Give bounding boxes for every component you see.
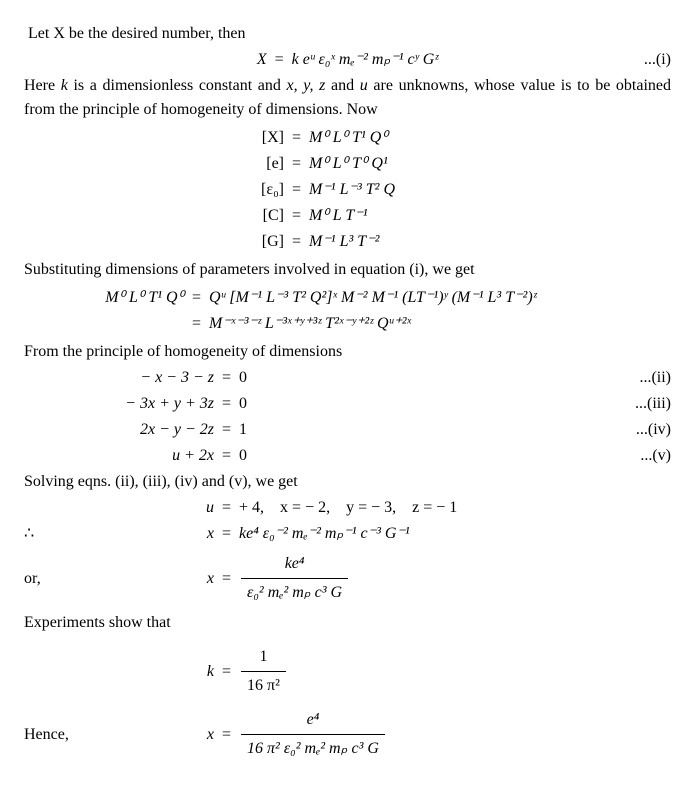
- dim-e-l: [e]: [84, 152, 292, 176]
- therefore-icon: ∴: [24, 522, 34, 546]
- t: is a dimensionless constant and: [68, 77, 287, 94]
- dim-X-l: [X]: [84, 126, 292, 150]
- f2d: 16 π²: [241, 672, 286, 698]
- res-l: x: [24, 522, 222, 546]
- dim-X-r: M⁰ L⁰ T¹ Q⁰: [301, 126, 388, 150]
- dim-e-r: M⁰ L⁰ T⁰ Q¹: [301, 152, 388, 176]
- frac1: ke⁴ε₀² mₑ² mₚ c³ G: [231, 552, 671, 605]
- solution-block: u=+ 4, x = − 2, y = − 3, z = − 1 ∴ x=ke⁴…: [24, 496, 671, 605]
- t: k: [61, 77, 68, 94]
- dim-G-l: [G]: [84, 230, 292, 254]
- t: u: [360, 77, 368, 94]
- h4r: 0: [231, 444, 671, 468]
- h1t: ...(ii): [639, 366, 671, 390]
- h3r: 1: [231, 418, 671, 442]
- h4t: ...(v): [640, 444, 671, 468]
- h4l: u + 2x: [24, 444, 222, 468]
- h1r: 0: [231, 366, 671, 390]
- sub-r2: M⁻ˣ⁻³⁻ᶻ L⁻³ˣ⁺ʸ⁺³ᶻ T²ˣ⁻ʸ⁺²ᶻ Qᵘ⁺²ˣ: [201, 312, 411, 336]
- homogeneity-eqs: − x − 3 − z=0...(ii) − 3x + y + 3z=0...(…: [24, 366, 671, 468]
- h2t: ...(iii): [635, 392, 671, 416]
- sol-r: + 4, x = − 2, y = − 3, z = − 1: [231, 496, 671, 520]
- eq1-rhs: k eᵘ ε₀ˣ mₑ⁻² mₚ⁻¹ cʸ Gᶻ: [284, 48, 439, 72]
- equation-1: X = k eᵘ ε₀ˣ mₑ⁻² mₚ⁻¹ cʸ Gᶻ ...(i): [24, 48, 671, 72]
- t: x, y, z: [287, 77, 326, 94]
- hence-label: Hence,: [24, 723, 69, 747]
- f2n: 1: [241, 645, 286, 672]
- sub-lhs: M⁰ L⁰ T¹ Q⁰: [44, 286, 192, 310]
- dim-C-l: [C]: [84, 204, 292, 228]
- h2r: 0: [231, 392, 671, 416]
- substitution: M⁰ L⁰ T¹ Q⁰=Qᵘ [M⁻¹ L⁻³ T² Q²]ˣ M⁻² M⁻¹ …: [44, 286, 671, 336]
- intro-text: Let X be the desired number, then: [28, 22, 671, 46]
- para-6: Experiments show that: [24, 611, 671, 635]
- para-4: From the principle of homogeneity of dim…: [24, 340, 671, 364]
- f1d: ε₀² mₑ² mₚ c³ G: [241, 579, 348, 605]
- h1l: − x − 3 − z: [24, 366, 222, 390]
- t: and: [325, 77, 359, 94]
- dim-eps-l: [ε₀]: [84, 178, 292, 202]
- dim-G-r: M⁻¹ L³ T⁻²: [301, 230, 379, 254]
- f3d: 16 π² ε₀² mₑ² mₚ c³ G: [241, 735, 385, 761]
- para-5: Solving eqns. (ii), (iii), (iv) and (v),…: [24, 470, 671, 494]
- para-2: Here k is a dimensionless constant and x…: [24, 74, 671, 122]
- dim-eps-r: M⁻¹ L⁻³ T² Q: [301, 178, 395, 202]
- f3n: e⁴: [241, 708, 385, 735]
- or-label: or,: [24, 567, 41, 591]
- res-r: ke⁴ ε₀⁻² mₑ⁻² mₚ⁻¹ c⁻³ G⁻¹: [231, 522, 671, 546]
- frac3: e⁴16 π² ε₀² mₑ² mₚ c³ G: [231, 708, 671, 761]
- sol-u: u: [24, 496, 222, 520]
- eq1-eq: =: [275, 48, 284, 72]
- frac2: 116 π²: [231, 645, 671, 698]
- h2l: − 3x + y + 3z: [24, 392, 222, 416]
- para-3: Substituting dimensions of parameters in…: [24, 258, 671, 282]
- h3t: ...(iv): [636, 418, 671, 442]
- dim-C-r: M⁰ L T⁻¹: [301, 204, 368, 228]
- dimension-list: [X]=M⁰ L⁰ T¹ Q⁰ [e]=M⁰ L⁰ T⁰ Q¹ [ε₀]=M⁻¹…: [84, 126, 671, 254]
- res-l2: x: [24, 567, 222, 591]
- k-eq: k= 116 π²: [24, 645, 671, 698]
- k-l: k: [24, 660, 222, 684]
- h3l: 2x − y − 2z: [24, 418, 222, 442]
- final-eq: Hence, x= e⁴16 π² ε₀² mₑ² mₚ c³ G: [24, 708, 671, 761]
- t: Here: [24, 77, 61, 94]
- eq1-lhs: X: [257, 48, 275, 72]
- eq1-tag: ...(i): [644, 48, 671, 72]
- sub-r1: Qᵘ [M⁻¹ L⁻³ T² Q²]ˣ M⁻² M⁻¹ (LT⁻¹)ʸ (M⁻¹…: [201, 286, 537, 310]
- f1n: ke⁴: [241, 552, 348, 579]
